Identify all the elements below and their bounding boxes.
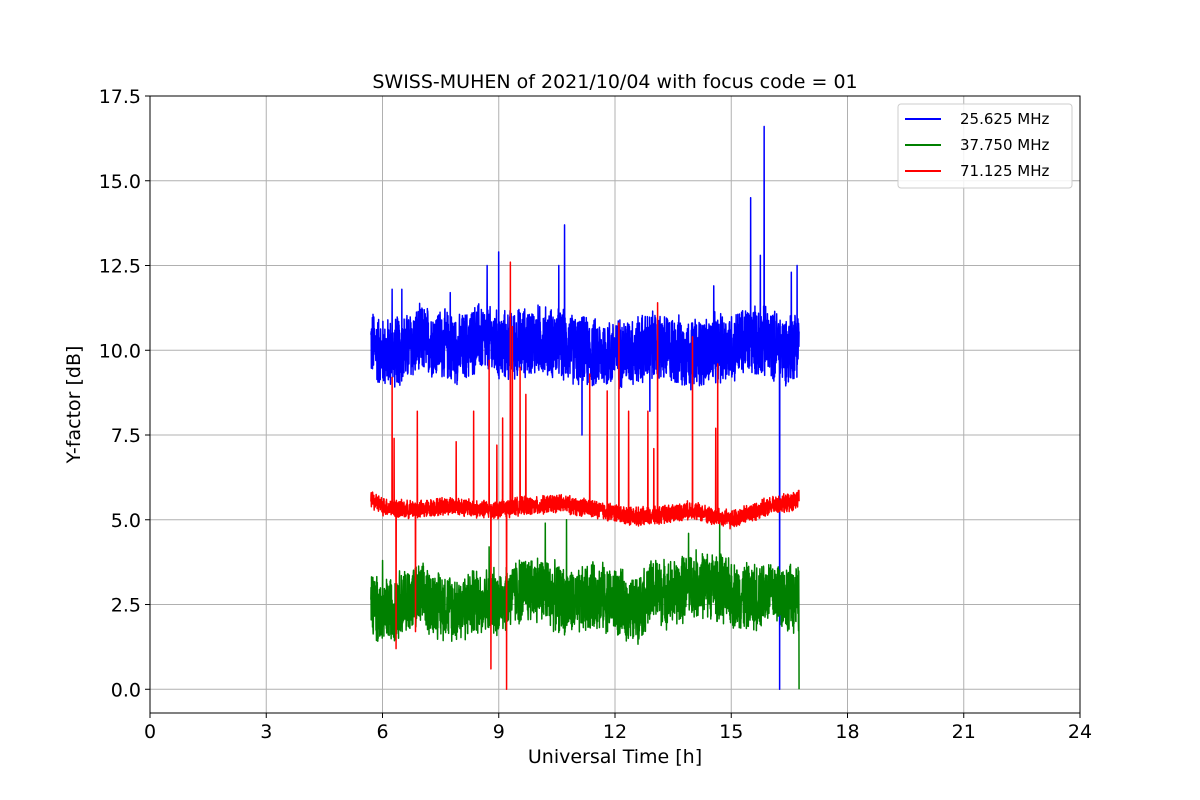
chart-title: SWISS-MUHEN of 2021/10/04 with focus cod… (372, 71, 857, 93)
x-tick-label: 6 (376, 721, 388, 743)
x-tick-label: 18 (835, 721, 859, 743)
y-tick-label: 0.0 (111, 679, 141, 701)
legend-label: 71.125 MHz (960, 162, 1049, 180)
y-tick-label: 12.5 (99, 256, 141, 278)
x-tick-label: 21 (952, 721, 976, 743)
x-tick-label: 24 (1068, 721, 1092, 743)
series-line-3 (370, 261, 800, 691)
x-axis-label: Universal Time [h] (528, 746, 702, 768)
y-axis-label: Y-factor [dB] (63, 346, 85, 465)
x-tick-label: 12 (603, 721, 627, 743)
x-tick-label: 3 (260, 721, 272, 743)
y-tick-label: 2.5 (111, 595, 141, 617)
series-line-2 (370, 519, 800, 690)
y-tick-label: 7.5 (111, 425, 141, 447)
legend: 25.625 MHz 37.750 MHz 71.125 MHz (897, 103, 1073, 189)
y-tick-label: 17.5 (99, 86, 141, 108)
plot-area (370, 125, 800, 691)
legend-label: 25.625 MHz (960, 110, 1049, 128)
legend-label: 37.750 MHz (960, 136, 1049, 154)
x-tick-label: 0 (144, 721, 156, 743)
y-tick-label: 10.0 (99, 340, 141, 362)
y-tick-label: 15.0 (99, 171, 141, 193)
series-line-1 (370, 125, 800, 691)
x-tick-label: 15 (719, 721, 743, 743)
y-tick-label: 5.0 (111, 510, 141, 532)
x-tick-label: 9 (493, 721, 505, 743)
legend-box (897, 103, 1073, 189)
tick-labels: 0 3 6 9 12 15 18 21 24 0.0 2.5 5.0 7.5 10.0 12.5 15.0 17… (99, 86, 1092, 743)
